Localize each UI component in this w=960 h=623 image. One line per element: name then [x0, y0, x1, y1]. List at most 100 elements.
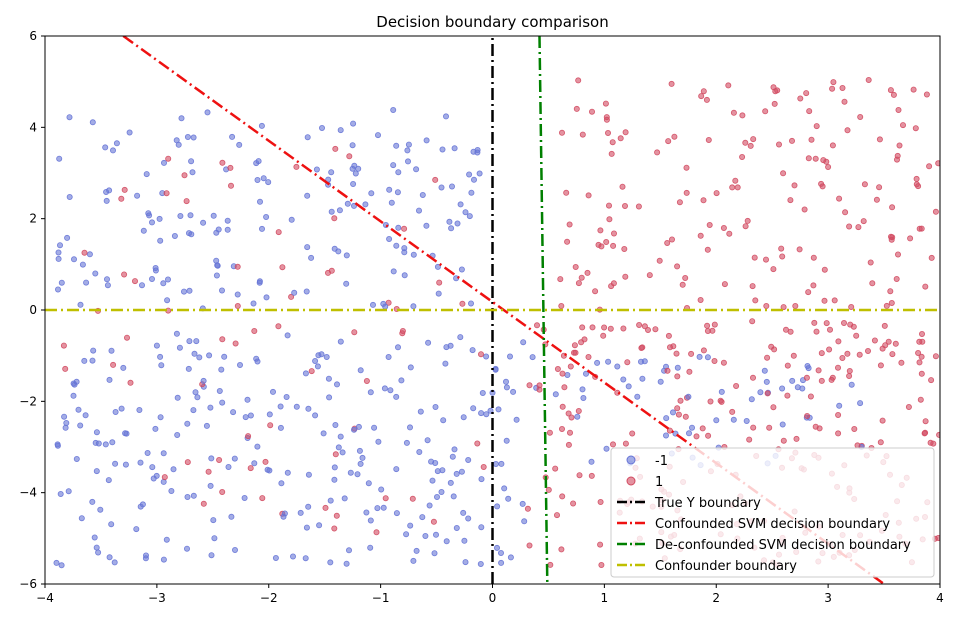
- point-class-neg: [148, 275, 155, 282]
- point-class-pos: [606, 216, 613, 223]
- point-class-pos: [835, 411, 842, 418]
- point-class-neg: [458, 266, 465, 273]
- point-class-neg: [462, 559, 469, 566]
- point-class-pos: [664, 367, 671, 374]
- point-class-neg: [218, 366, 225, 373]
- point-class-neg: [304, 244, 311, 251]
- point-class-neg: [174, 431, 181, 438]
- point-class-neg: [213, 272, 220, 279]
- point-class-neg: [460, 414, 467, 421]
- point-class-neg: [291, 289, 298, 296]
- point-class-pos: [605, 129, 612, 136]
- point-class-neg: [388, 199, 395, 206]
- point-class-neg: [206, 352, 213, 359]
- point-class-pos: [881, 322, 888, 329]
- point-class-neg: [382, 303, 389, 310]
- y-axis: −6 −4 −2 0 2 4 6: [19, 29, 45, 591]
- point-class-neg: [71, 256, 78, 263]
- point-class-pos: [848, 303, 855, 310]
- point-class-pos: [617, 135, 624, 142]
- point-class-pos: [887, 87, 894, 94]
- point-class-neg: [395, 169, 402, 176]
- point-class-neg: [312, 412, 319, 419]
- point-class-neg: [462, 209, 469, 216]
- point-class-pos: [578, 274, 585, 281]
- point-class-pos: [770, 266, 777, 273]
- point-class-neg: [513, 416, 520, 423]
- point-class-pos: [927, 439, 934, 446]
- point-class-neg: [325, 375, 332, 382]
- point-class-neg: [469, 347, 476, 354]
- point-class-pos: [860, 218, 867, 225]
- point-class-neg: [362, 201, 369, 208]
- point-class-pos: [554, 365, 561, 372]
- point-class-pos: [917, 396, 924, 403]
- point-class-neg: [350, 426, 357, 433]
- point-class-neg: [857, 400, 864, 407]
- point-class-neg: [336, 207, 343, 214]
- point-class-pos: [718, 398, 725, 405]
- point-class-neg: [194, 394, 201, 401]
- point-class-pos: [331, 525, 338, 532]
- point-class-neg: [313, 166, 320, 173]
- point-class-pos: [783, 326, 790, 333]
- point-class-neg: [594, 359, 601, 366]
- point-class-pos: [459, 300, 466, 307]
- point-class-pos: [656, 257, 663, 264]
- point-class-pos: [275, 323, 282, 330]
- point-class-pos: [818, 377, 825, 384]
- point-class-neg: [173, 330, 180, 337]
- point-class-neg: [407, 364, 414, 371]
- point-class-pos: [763, 256, 770, 263]
- point-class-pos: [829, 85, 836, 92]
- point-class-neg: [457, 334, 464, 341]
- point-class-neg: [395, 224, 402, 231]
- point-class-pos: [545, 486, 552, 493]
- legend-box: [610, 447, 935, 578]
- point-class-neg: [689, 424, 696, 431]
- point-class-neg: [178, 115, 185, 122]
- point-class-neg: [112, 460, 119, 467]
- point-class-neg: [208, 552, 215, 559]
- point-class-neg: [207, 482, 214, 489]
- point-class-neg: [713, 417, 720, 424]
- point-class-neg: [63, 419, 70, 426]
- point-class-pos: [936, 431, 940, 438]
- point-class-pos: [557, 276, 564, 283]
- legend-label: Confounded SVM decision boundary: [655, 517, 890, 532]
- point-class-neg: [86, 251, 93, 258]
- point-class-neg: [337, 433, 344, 440]
- point-class-pos: [559, 403, 566, 410]
- point-class-neg: [230, 409, 237, 416]
- point-class-neg: [118, 405, 125, 412]
- point-class-neg: [439, 146, 446, 153]
- point-class-neg: [234, 291, 241, 298]
- point-class-pos: [546, 429, 553, 436]
- point-class-neg: [552, 391, 559, 398]
- point-class-neg: [207, 404, 214, 411]
- point-class-neg: [260, 175, 267, 182]
- point-class-pos: [803, 374, 810, 381]
- point-class-pos: [629, 430, 636, 437]
- point-class-pos: [787, 197, 794, 204]
- point-class-pos: [602, 100, 609, 107]
- point-class-pos: [744, 217, 751, 224]
- point-class-pos: [851, 425, 858, 432]
- point-class-pos: [918, 353, 925, 360]
- point-class-pos: [654, 149, 661, 156]
- point-class-neg: [432, 403, 439, 410]
- point-class-pos: [791, 182, 798, 189]
- point-class-pos: [762, 108, 769, 115]
- point-class-neg: [458, 468, 465, 475]
- point-class-neg: [263, 213, 270, 220]
- point-class-pos: [922, 283, 929, 290]
- point-class-pos: [808, 136, 815, 143]
- point-class-pos: [818, 180, 825, 187]
- point-class-neg: [503, 384, 510, 391]
- point-class-pos: [913, 175, 920, 182]
- point-class-pos: [926, 163, 933, 170]
- point-class-neg: [70, 392, 77, 399]
- point-class-neg: [312, 357, 319, 364]
- point-class-pos: [739, 153, 746, 160]
- point-class-pos: [621, 245, 628, 252]
